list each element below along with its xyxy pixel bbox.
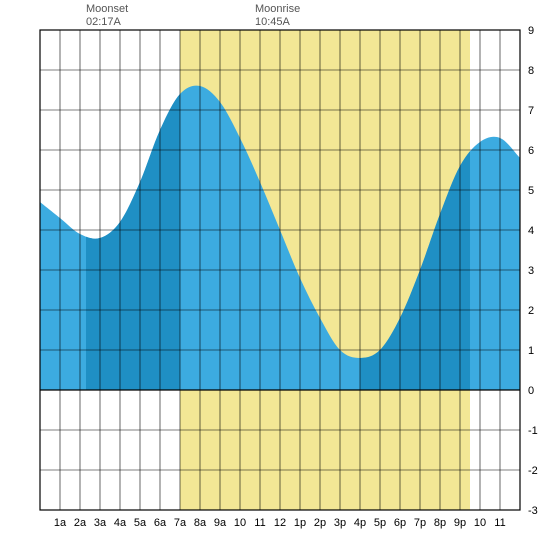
y-tick-label: 1 <box>528 345 534 357</box>
x-tick-label: 1p <box>294 517 306 529</box>
x-tick-label: 3a <box>94 517 107 529</box>
x-tick-label: 1a <box>54 517 67 529</box>
x-tick-label: 5a <box>134 517 147 529</box>
x-tick-label: 6a <box>154 517 167 529</box>
y-tick-label: 0 <box>528 385 534 397</box>
y-tick-label: -1 <box>528 425 538 437</box>
y-tick-label: 8 <box>528 65 534 77</box>
x-tick-label: 5p <box>374 517 386 529</box>
x-tick-label: 8a <box>194 517 207 529</box>
y-tick-label: 4 <box>528 225 534 237</box>
tide-chart: -3-2-101234567891a2a3a4a5a6a7a8a9a101112… <box>0 0 550 550</box>
y-tick-label: 6 <box>528 145 534 157</box>
moonrise-title: Moonrise <box>255 3 300 15</box>
x-tick-label: 9a <box>214 517 227 529</box>
x-tick-label: 4p <box>354 517 366 529</box>
y-tick-label: 5 <box>528 185 534 197</box>
x-tick-label: 3p <box>334 517 346 529</box>
x-tick-label: 8p <box>434 517 446 529</box>
y-tick-label: 7 <box>528 105 534 117</box>
x-tick-label: 7a <box>174 517 187 529</box>
moonset-title: Moonset <box>86 3 128 15</box>
moonrise-time: 10:45A <box>255 16 291 28</box>
x-tick-label: 11 <box>494 517 505 529</box>
x-tick-label: 12 <box>274 517 286 529</box>
y-tick-label: 3 <box>528 265 534 277</box>
x-tick-label: 9p <box>454 517 466 529</box>
y-tick-label: -3 <box>528 505 538 517</box>
x-tick-label: 6p <box>394 517 406 529</box>
x-tick-label: 11 <box>254 517 265 529</box>
x-tick-label: 4a <box>114 517 127 529</box>
x-tick-label: 7p <box>414 517 426 529</box>
x-tick-label: 10 <box>474 517 486 529</box>
x-tick-label: 2p <box>314 517 326 529</box>
y-tick-label: 9 <box>528 25 534 37</box>
x-tick-label: 2a <box>74 517 87 529</box>
x-tick-label: 10 <box>234 517 246 529</box>
y-tick-label: -2 <box>528 465 538 477</box>
y-tick-label: 2 <box>528 305 534 317</box>
moonset-time: 02:17A <box>86 16 122 28</box>
